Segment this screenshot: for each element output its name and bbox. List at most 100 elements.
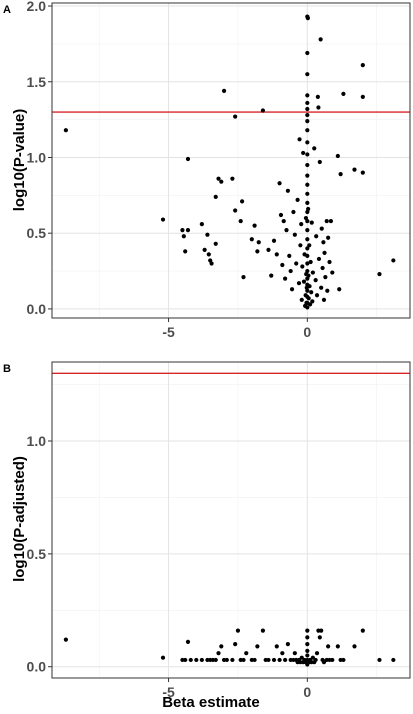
- data-point: [291, 209, 296, 215]
- data-point: [335, 153, 340, 159]
- data-point: [360, 94, 365, 99]
- data-point: [289, 287, 295, 292]
- data-point: [314, 293, 320, 298]
- data-point: [255, 644, 260, 649]
- data-point: [213, 241, 218, 246]
- data-point: [294, 261, 299, 266]
- data-point: [63, 637, 68, 642]
- data-point: [63, 128, 68, 133]
- data-point: [252, 657, 257, 663]
- plot-area: [52, 362, 410, 678]
- data-point: [241, 657, 246, 663]
- data-point: [299, 297, 304, 302]
- data-point: [274, 252, 279, 257]
- data-point: [305, 112, 310, 118]
- data-point: [317, 159, 322, 165]
- data-point: [307, 302, 313, 307]
- data-point: [305, 152, 310, 157]
- data-point: [249, 237, 254, 242]
- data-point: [216, 176, 221, 181]
- data-point: [352, 644, 357, 649]
- data-point: [391, 657, 396, 663]
- data-point: [327, 259, 332, 265]
- data-point: [185, 228, 191, 233]
- x-tick-label: 0: [303, 324, 311, 340]
- data-point: [188, 657, 193, 663]
- data-point: [377, 657, 382, 663]
- data-point: [313, 657, 318, 663]
- data-point: [199, 657, 204, 663]
- data-point: [269, 273, 274, 278]
- data-point: [288, 268, 293, 274]
- data-point: [305, 268, 310, 274]
- data-point: [305, 653, 310, 658]
- data-point: [206, 252, 211, 257]
- data-point: [326, 235, 331, 240]
- data-point: [185, 156, 191, 162]
- data-point: [338, 172, 343, 177]
- data-point: [360, 62, 365, 68]
- x-tick-label: 0: [303, 684, 311, 700]
- data-point: [305, 128, 310, 133]
- data-point: [335, 644, 340, 649]
- y-tick-label: 2.0: [27, 0, 47, 14]
- data-point: [285, 642, 290, 647]
- data-point: [305, 635, 310, 640]
- data-point: [224, 657, 229, 663]
- data-point: [181, 234, 186, 239]
- data-point: [360, 170, 365, 175]
- data-point: [295, 197, 300, 202]
- data-point: [280, 262, 285, 268]
- data-point: [305, 261, 310, 266]
- data-point: [233, 642, 238, 647]
- y-axis-title: log10(P-value): [11, 109, 28, 212]
- data-point: [305, 253, 310, 259]
- data-point: [305, 246, 310, 251]
- data-point: [305, 106, 310, 112]
- data-point: [266, 247, 271, 252]
- data-point: [321, 240, 326, 245]
- data-point: [185, 639, 191, 644]
- data-point: [301, 279, 307, 284]
- data-point: [305, 228, 310, 233]
- data-point: [285, 188, 290, 193]
- data-point: [213, 194, 218, 199]
- data-point: [314, 234, 319, 239]
- panel-label: A: [3, 4, 11, 16]
- y-tick-label: 1.0: [27, 433, 47, 449]
- data-point: [308, 259, 313, 265]
- data-point: [305, 173, 310, 178]
- data-point: [271, 657, 277, 663]
- data-point: [216, 651, 221, 656]
- data-point: [305, 162, 310, 168]
- data-point: [260, 628, 266, 633]
- data-point: [328, 218, 334, 224]
- data-point: [213, 657, 218, 663]
- plot-frame: [51, 2, 411, 319]
- y-tick-label: 0.5: [27, 546, 47, 562]
- data-point: [309, 290, 314, 295]
- data-point: [306, 296, 311, 301]
- data-point: [209, 261, 214, 266]
- data-point: [313, 278, 318, 283]
- y-tick-label: 0.5: [27, 225, 47, 241]
- data-point: [281, 218, 286, 224]
- data-point: [305, 16, 310, 21]
- data-point: [233, 114, 238, 119]
- data-point: [240, 199, 245, 204]
- data-point: [318, 37, 323, 42]
- data-point: [377, 271, 382, 277]
- data-point: [280, 651, 285, 656]
- data-point: [305, 50, 310, 56]
- data-point: [326, 644, 331, 649]
- data-point: [219, 644, 224, 649]
- data-point: [322, 250, 327, 255]
- data-point: [301, 150, 306, 156]
- data-point: [274, 644, 279, 649]
- data-point: [319, 226, 324, 231]
- data-point: [284, 228, 289, 233]
- data-point: [341, 91, 346, 96]
- data-point: [323, 275, 328, 280]
- data-point: [241, 275, 246, 280]
